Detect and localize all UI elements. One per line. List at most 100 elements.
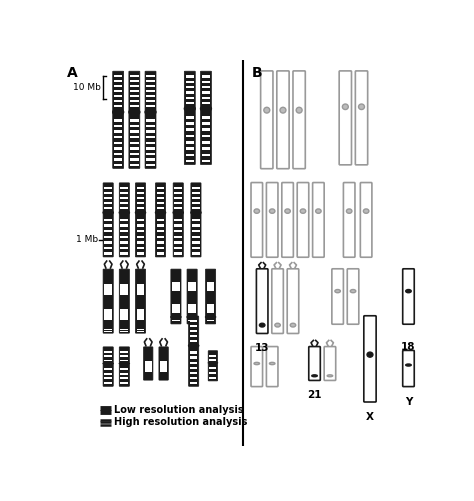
Bar (185, 81, 194, 83)
Bar (114, 147, 122, 150)
FancyBboxPatch shape (360, 182, 372, 257)
Bar (172, 304, 180, 313)
Ellipse shape (200, 105, 212, 113)
Bar (120, 202, 128, 204)
Bar (185, 122, 194, 125)
Bar (114, 119, 122, 122)
Bar (192, 224, 200, 227)
Bar (190, 320, 198, 322)
Bar (130, 125, 138, 127)
Bar (120, 230, 128, 232)
Bar (210, 367, 216, 369)
FancyBboxPatch shape (187, 269, 197, 324)
Bar (174, 187, 182, 189)
Bar (202, 81, 210, 83)
Ellipse shape (188, 343, 200, 349)
Text: A: A (66, 66, 77, 80)
FancyBboxPatch shape (313, 182, 324, 257)
Bar (157, 241, 164, 243)
Ellipse shape (350, 290, 356, 293)
FancyBboxPatch shape (251, 347, 263, 387)
Bar (137, 202, 145, 204)
Bar (130, 130, 138, 133)
Ellipse shape (280, 107, 286, 113)
Bar (157, 187, 164, 189)
Bar (120, 247, 128, 249)
Bar (130, 90, 138, 92)
Bar (120, 373, 128, 375)
FancyBboxPatch shape (206, 269, 216, 324)
Bar (190, 335, 198, 337)
FancyBboxPatch shape (266, 347, 278, 387)
Ellipse shape (145, 108, 157, 116)
Bar (210, 355, 216, 357)
Bar (104, 377, 112, 379)
Ellipse shape (327, 375, 333, 377)
Bar (130, 153, 138, 155)
FancyBboxPatch shape (309, 347, 320, 380)
Bar (137, 310, 145, 320)
Bar (146, 130, 155, 133)
FancyBboxPatch shape (287, 269, 299, 334)
Ellipse shape (358, 104, 365, 110)
Bar (190, 362, 198, 364)
Bar (137, 284, 145, 295)
Bar (114, 153, 122, 155)
Ellipse shape (290, 323, 296, 327)
FancyBboxPatch shape (324, 347, 336, 380)
Bar (174, 253, 182, 255)
Bar (146, 85, 155, 87)
Ellipse shape (208, 362, 219, 364)
Bar (157, 224, 164, 227)
Bar (114, 85, 122, 87)
Bar (157, 192, 164, 194)
Text: 21: 21 (307, 390, 322, 400)
FancyBboxPatch shape (119, 183, 129, 257)
Bar (192, 202, 200, 204)
Bar (192, 192, 200, 194)
Ellipse shape (190, 209, 202, 216)
Bar (104, 197, 112, 199)
Bar (137, 241, 145, 243)
Bar (202, 160, 210, 162)
Bar (174, 192, 182, 194)
Bar (185, 147, 194, 150)
FancyBboxPatch shape (155, 183, 165, 257)
FancyBboxPatch shape (403, 269, 414, 324)
FancyBboxPatch shape (159, 347, 168, 380)
Bar (192, 235, 200, 238)
Bar (157, 219, 164, 221)
Bar (185, 116, 194, 119)
Bar (202, 102, 210, 104)
Ellipse shape (346, 209, 352, 213)
Bar (157, 207, 164, 209)
Bar (114, 95, 122, 97)
Bar (137, 197, 145, 199)
Bar (202, 116, 210, 119)
FancyBboxPatch shape (136, 183, 146, 257)
FancyBboxPatch shape (356, 71, 368, 165)
Bar (120, 351, 128, 353)
Ellipse shape (102, 362, 114, 365)
Ellipse shape (155, 209, 166, 216)
Ellipse shape (183, 105, 196, 113)
FancyBboxPatch shape (173, 183, 183, 257)
FancyBboxPatch shape (119, 347, 129, 386)
Bar (157, 247, 164, 249)
Bar (185, 86, 194, 88)
Ellipse shape (296, 107, 302, 113)
FancyBboxPatch shape (272, 269, 283, 334)
Bar (120, 368, 128, 370)
Bar (114, 90, 122, 92)
FancyBboxPatch shape (343, 182, 355, 257)
Bar (146, 158, 155, 161)
Bar (202, 86, 210, 88)
Bar (188, 282, 196, 291)
Bar (174, 202, 182, 204)
Bar (104, 202, 112, 204)
Bar (130, 147, 138, 150)
Bar (192, 241, 200, 243)
Bar (192, 247, 200, 249)
Bar (157, 235, 164, 238)
Bar (146, 164, 155, 166)
